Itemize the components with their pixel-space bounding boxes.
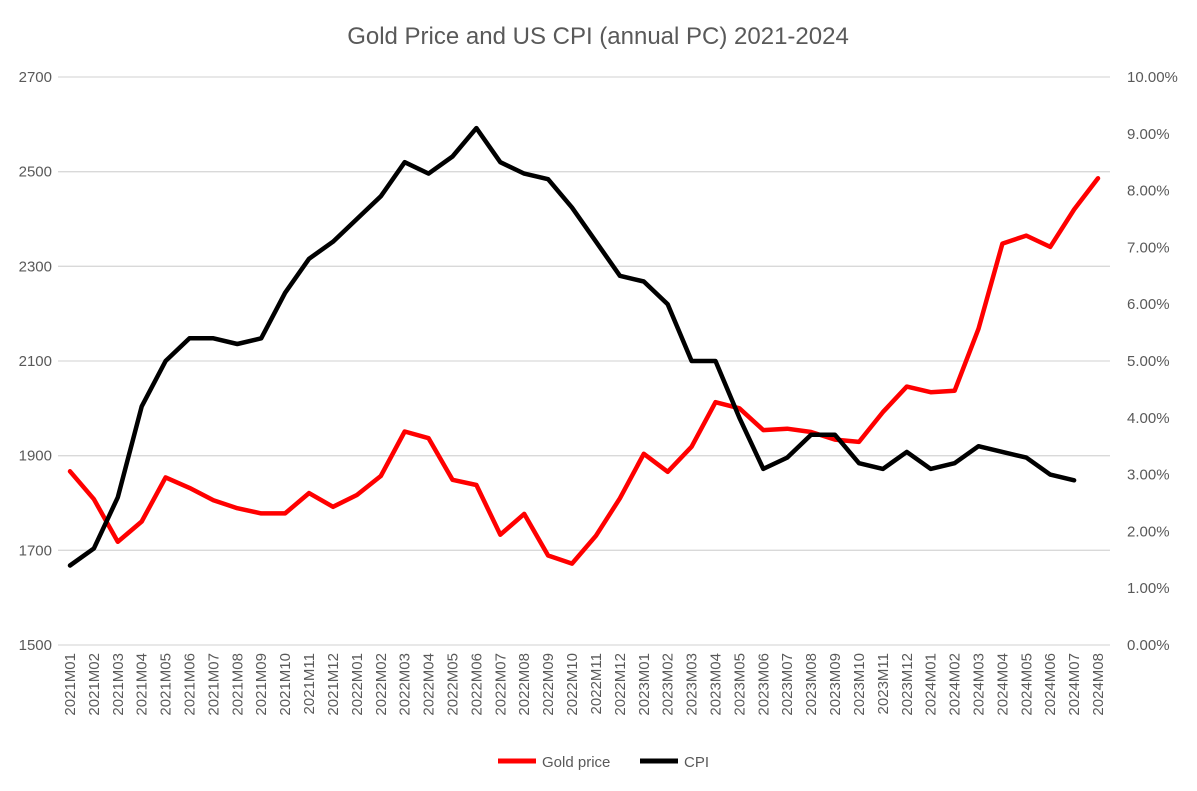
right-tick-label: 1.00% — [1127, 580, 1170, 597]
right-tick-label: 7.00% — [1127, 239, 1170, 256]
x-tick-label: 2022M12 — [612, 653, 629, 716]
x-tick-label: 2023M06 — [755, 653, 772, 716]
x-tick-label: 2021M02 — [86, 653, 103, 716]
left-axis: 1500 1700 1900 2100 2300 2500 2700 — [19, 69, 52, 654]
right-tick-label: 4.00% — [1127, 410, 1170, 427]
x-tick-label: 2024M03 — [971, 653, 988, 716]
left-tick-label: 2100 — [19, 353, 52, 370]
x-tick-label: 2024M05 — [1018, 653, 1035, 716]
x-tick-label: 2022M08 — [516, 653, 533, 716]
legend: Gold price CPI — [498, 754, 709, 771]
x-tick-label: 2023M02 — [660, 653, 677, 716]
chart-title: Gold Price and US CPI (annual PC) 2021-2… — [347, 23, 849, 50]
x-tick-label: 2022M06 — [468, 653, 485, 716]
x-tick-label: 2021M09 — [253, 653, 270, 716]
x-tick-label: 2023M10 — [851, 653, 868, 716]
x-tick-label: 2023M05 — [731, 653, 748, 716]
right-tick-label: 5.00% — [1127, 353, 1170, 370]
x-tick-label: 2022M05 — [445, 653, 462, 716]
x-tick-label: 2022M09 — [540, 653, 557, 716]
x-tick-label: 2022M11 — [588, 653, 605, 714]
x-tick-label: 2021M04 — [134, 653, 151, 716]
x-tick-label: 2022M03 — [397, 653, 414, 716]
right-tick-label: 8.00% — [1127, 183, 1170, 200]
x-tick-label: 2021M10 — [277, 653, 294, 716]
x-tick-label: 2023M01 — [636, 653, 653, 716]
x-tick-label: 2022M01 — [349, 653, 366, 716]
series-line-gold-price — [67, 176, 1101, 566]
left-tick-label: 1700 — [19, 542, 52, 559]
left-tick-label: 2300 — [19, 258, 52, 275]
right-tick-label: 6.00% — [1127, 296, 1170, 313]
x-tick-label: 2021M01 — [62, 653, 79, 716]
x-axis: 2021M01 2021M02 2021M03 2021M04 2021M05 2021M… — [62, 653, 1107, 716]
x-tick-label: 2023M11 — [875, 653, 892, 714]
grid-layer — [58, 76, 1110, 646]
right-axis: 0.00% 1.00% 2.00% 3.00% 4.00% 5.00% 6.00% 7.00%… — [1127, 69, 1178, 654]
x-tick-label: 2022M02 — [373, 653, 390, 716]
x-tick-label: 2024M04 — [994, 653, 1011, 716]
left-tick-label: 2500 — [19, 164, 52, 181]
x-tick-label: 2021M07 — [205, 653, 222, 716]
left-tick-label: 1500 — [19, 637, 52, 654]
x-tick-label: 2023M04 — [708, 653, 725, 716]
x-tick-label: 2023M03 — [684, 653, 701, 716]
x-tick-label: 2021M11 — [301, 653, 318, 714]
x-tick-label: 2021M08 — [229, 653, 246, 716]
x-tick-label: 2024M06 — [1042, 653, 1059, 716]
right-tick-label: 2.00% — [1127, 523, 1170, 540]
right-tick-label: 10.00% — [1127, 69, 1178, 86]
series-line-cpi — [67, 125, 1077, 568]
series-layer — [67, 125, 1101, 568]
x-tick-label: 2021M05 — [158, 653, 175, 716]
legend-label-gold-price: Gold price — [542, 754, 610, 771]
x-tick-label: 2021M06 — [182, 653, 199, 716]
x-tick-label: 2023M08 — [803, 653, 820, 716]
x-tick-label: 2023M09 — [827, 653, 844, 716]
x-tick-label: 2024M08 — [1090, 653, 1107, 716]
x-tick-label: 2023M07 — [779, 653, 796, 716]
x-tick-label: 2024M02 — [947, 653, 964, 716]
x-tick-label: 2024M01 — [923, 653, 940, 716]
x-tick-label: 2022M04 — [421, 653, 438, 716]
x-tick-label: 2023M12 — [899, 653, 916, 716]
right-tick-label: 3.00% — [1127, 467, 1170, 484]
x-tick-label: 2024M07 — [1066, 653, 1083, 716]
x-tick-label: 2021M03 — [110, 653, 127, 716]
left-tick-label: 2700 — [19, 69, 52, 86]
right-tick-label: 0.00% — [1127, 637, 1170, 654]
x-tick-label: 2022M07 — [492, 653, 509, 716]
x-tick-label: 2022M10 — [564, 653, 581, 716]
legend-label-cpi: CPI — [684, 754, 709, 771]
x-tick-label: 2021M12 — [325, 653, 342, 716]
left-tick-label: 1900 — [19, 448, 52, 465]
right-tick-label: 9.00% — [1127, 126, 1170, 143]
